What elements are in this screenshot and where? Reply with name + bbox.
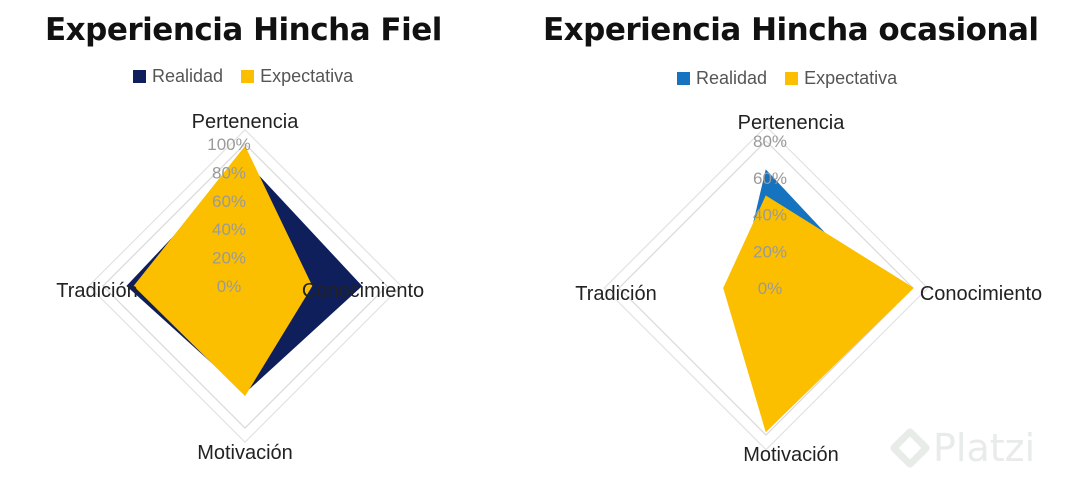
- tick-label: 80%: [753, 132, 787, 151]
- tick-label: 80%: [212, 163, 246, 182]
- legend-item-realidad: Realidad: [133, 66, 223, 87]
- legend-label-expectativa: Expectativa: [260, 66, 354, 86]
- axis-label-tradicion: Tradición: [56, 280, 138, 302]
- axis-label-motivacion: Motivación: [197, 442, 293, 464]
- legend-swatch-expectativa: [785, 72, 799, 85]
- axis-label-conocimiento: Conocimiento: [302, 280, 424, 302]
- tick-label: 40%: [212, 220, 246, 239]
- radar-gridline: [618, 140, 914, 436]
- radar-outer-border: [87, 128, 403, 444]
- tick-label: 100%: [207, 135, 250, 154]
- platzi-logo-icon: [888, 426, 932, 470]
- tick-label: 20%: [753, 242, 787, 261]
- tick-label: 0%: [758, 279, 783, 298]
- watermark-text: Platzi: [933, 426, 1036, 470]
- axis-label-pertenencia: Pertenencia: [192, 111, 300, 133]
- legend-label-expectativa: Expectativa: [804, 68, 898, 88]
- series-expectativa: [133, 145, 313, 397]
- chart-title-ocasional: Experiencia Hincha ocasional: [543, 12, 1039, 48]
- tick-label: 20%: [212, 249, 246, 268]
- radar-chart-fiel: 100% 80% 60% 40% 20% 0% Pertenencia Conocimient…: [56, 111, 424, 464]
- radar-outer-border: [603, 125, 929, 451]
- platzi-watermark: Platzi: [888, 426, 1036, 470]
- axis-label-conocimiento: Conocimiento: [920, 283, 1042, 305]
- tick-label: 0%: [217, 277, 242, 296]
- tick-label: 60%: [212, 192, 246, 211]
- axis-label-motivacion: Motivación: [743, 444, 839, 466]
- legend-ocasional: Realidad Expectativa: [677, 68, 897, 89]
- legend-fiel: Realidad Expectativa: [133, 66, 353, 87]
- tick-label: 60%: [753, 169, 787, 188]
- legend-swatch-expectativa: [241, 70, 255, 83]
- legend-swatch-realidad: [133, 70, 146, 83]
- axis-label-tradicion: Tradición: [575, 283, 657, 305]
- legend-item-realidad: Realidad: [677, 68, 767, 89]
- series-expectativa: [723, 195, 914, 433]
- tick-label: 40%: [753, 206, 787, 225]
- legend-item-expectativa: Expectativa: [241, 66, 353, 87]
- legend-label-realidad: Realidad: [696, 68, 768, 88]
- radar-gridline: [102, 143, 388, 429]
- chart-title-fiel: Experiencia Hincha Fiel: [45, 12, 442, 48]
- axis-label-pertenencia: Pertenencia: [738, 112, 846, 134]
- radar-chart-ocasional: 80% 60% 40% 20% 0% Pertenencia Conocimiento Mot…: [575, 112, 1042, 466]
- legend-item-expectativa: Expectativa: [785, 68, 897, 89]
- legend-swatch-realidad: [677, 72, 690, 85]
- legend-label-realidad: Realidad: [152, 66, 224, 86]
